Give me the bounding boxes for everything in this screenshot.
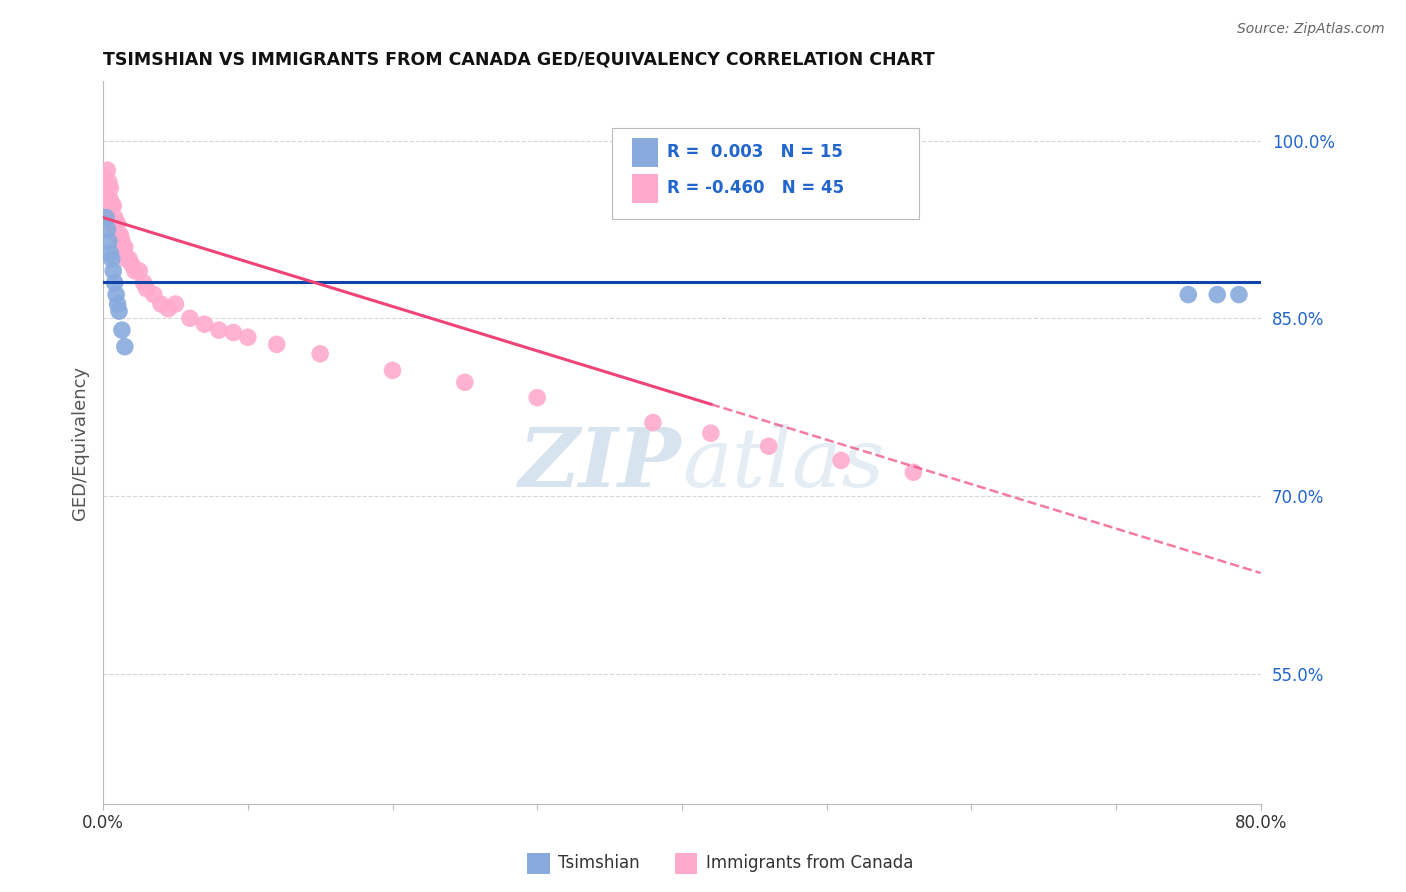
Point <box>108 228 131 243</box>
Point <box>222 326 245 340</box>
Point <box>107 297 129 311</box>
Point <box>114 340 136 354</box>
Text: atlas: atlas <box>682 425 884 504</box>
Point <box>266 337 288 351</box>
Point <box>105 222 128 236</box>
Point <box>118 252 141 266</box>
Point <box>641 416 664 430</box>
Text: Tsimshian: Tsimshian <box>558 855 640 872</box>
Point <box>111 234 134 248</box>
Point <box>193 317 215 331</box>
Point <box>128 264 150 278</box>
Point <box>104 276 127 290</box>
Text: R =  0.003   N = 15: R = 0.003 N = 15 <box>666 143 842 161</box>
Y-axis label: GED/Equivalency: GED/Equivalency <box>72 366 89 520</box>
Point <box>165 297 187 311</box>
Point <box>157 301 180 316</box>
Point <box>93 169 115 183</box>
Point <box>101 252 124 266</box>
Point <box>135 282 157 296</box>
Point <box>903 465 925 479</box>
Point <box>101 199 124 213</box>
Point <box>103 199 125 213</box>
Text: Source: ZipAtlas.com: Source: ZipAtlas.com <box>1237 22 1385 37</box>
Point <box>112 240 135 254</box>
Point <box>124 264 146 278</box>
Point <box>700 426 723 441</box>
Point <box>96 222 118 236</box>
Point <box>107 217 129 231</box>
Point <box>236 330 259 344</box>
Point <box>103 264 125 278</box>
Point <box>1227 287 1250 301</box>
Point <box>97 175 120 189</box>
Point <box>526 391 548 405</box>
Point <box>98 193 121 207</box>
Point <box>94 211 117 225</box>
Point <box>150 297 173 311</box>
Point <box>1177 287 1199 301</box>
Point <box>454 376 477 390</box>
Point <box>104 211 127 225</box>
Point <box>830 453 852 467</box>
Point <box>98 181 121 195</box>
Point <box>115 252 138 266</box>
Text: R = -0.460   N = 45: R = -0.460 N = 45 <box>666 179 844 197</box>
Text: ZIP: ZIP <box>519 425 682 504</box>
Point <box>132 276 155 290</box>
Point <box>105 287 128 301</box>
Point <box>179 311 201 326</box>
Point <box>142 287 165 301</box>
Point <box>97 234 120 248</box>
Point <box>114 240 136 254</box>
Point <box>96 193 118 207</box>
Point <box>98 246 121 260</box>
Point <box>309 347 332 361</box>
Point <box>111 323 134 337</box>
Point <box>121 258 143 272</box>
FancyBboxPatch shape <box>613 128 920 219</box>
Point <box>381 363 404 377</box>
Bar <box>633 137 658 167</box>
Text: Immigrants from Canada: Immigrants from Canada <box>706 855 912 872</box>
Point <box>94 181 117 195</box>
Point <box>110 228 132 243</box>
Point <box>208 323 231 337</box>
Point <box>758 439 780 453</box>
Point <box>101 217 124 231</box>
Bar <box>633 174 658 202</box>
Point <box>97 211 120 225</box>
Text: TSIMSHIAN VS IMMIGRANTS FROM CANADA GED/EQUIVALENCY CORRELATION CHART: TSIMSHIAN VS IMMIGRANTS FROM CANADA GED/… <box>103 51 935 69</box>
Point <box>96 163 118 178</box>
Point <box>108 304 131 318</box>
Point <box>1206 287 1229 301</box>
